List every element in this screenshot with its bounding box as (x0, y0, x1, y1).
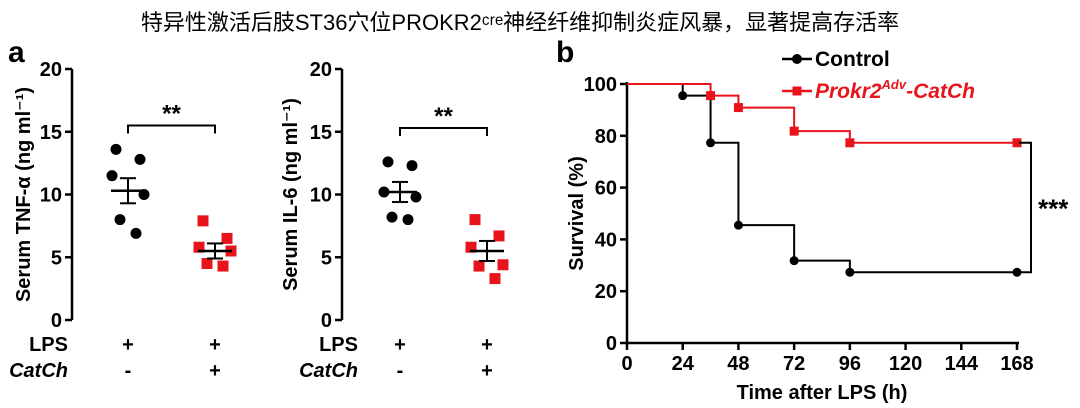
y-axis-label: Survival (%) (566, 156, 588, 270)
data-point-treated (489, 273, 501, 285)
y-tick-label: 10 (310, 185, 332, 207)
data-point-treated (469, 214, 481, 226)
treated-data-point (733, 103, 743, 113)
data-point-treated (473, 260, 485, 272)
y-tick-label: 20 (595, 281, 617, 303)
x-axis-label: Time after LPS (h) (737, 382, 908, 404)
panel-letter-b: b (556, 36, 574, 69)
condition-sign: - (397, 360, 404, 382)
y-tick-label: 20 (310, 59, 332, 81)
data-point-control (110, 143, 122, 155)
survival-curve-panel: b 0 20 40 60 80 100 0 24 48 72 96 120 144 168 Time aft… (556, 36, 1069, 404)
data-point-treated (193, 241, 205, 253)
control-data-point (845, 267, 855, 277)
x-tick-label: 24 (672, 353, 695, 375)
y-axis-label: Serum IL-6 (ng ml⁻¹) (280, 98, 302, 291)
treated-survival-line (627, 83, 1017, 144)
data-point-treated (497, 259, 509, 271)
data-point-treated (493, 230, 505, 242)
y-tick-label: 0 (321, 310, 332, 332)
panel-letter-a: a (8, 36, 25, 69)
control-survival-line (627, 83, 1017, 274)
y-tick-label: 5 (51, 247, 62, 269)
condition-sign: + (122, 334, 134, 356)
data-point-treated (221, 232, 233, 244)
y-tick-label: 40 (595, 229, 617, 251)
condition-sign: - (125, 360, 132, 382)
data-point-treated (465, 241, 477, 253)
data-point-control (134, 153, 146, 165)
data-point-treated (217, 260, 229, 272)
y-tick-label: 15 (310, 122, 332, 144)
data-point-control (106, 170, 118, 182)
control-data-point (1012, 267, 1022, 277)
legend-treated-marker (792, 86, 802, 96)
condition-sign: + (481, 334, 493, 356)
control-data-point (733, 220, 743, 230)
x-tick-label: 120 (889, 353, 922, 375)
y-tick-label: 5 (321, 247, 332, 269)
data-point-control (382, 156, 394, 168)
significance-bracket (1019, 141, 1032, 274)
significance-label: ** (162, 100, 181, 127)
data-point-treated (197, 215, 209, 227)
y-tick-label: 60 (595, 178, 617, 200)
il6-scatter-panel: 0 5 10 15 20 Serum IL-6 (ng ml⁻¹) + - + + LPS CatCh… (280, 59, 509, 382)
treated-data-point (789, 126, 799, 136)
row-label-catch: CatCh (299, 360, 358, 382)
data-point-control (114, 214, 126, 226)
x-tick-label: 168 (1000, 353, 1033, 375)
significance-label: ** (434, 103, 453, 130)
y-axis-label: Serum TNF-α (ng ml⁻¹) (13, 87, 35, 302)
significance-bracket (399, 126, 488, 136)
significance-label: *** (1038, 194, 1069, 224)
legend-treated-label: Prokr2Adv-CatCh (815, 77, 975, 103)
data-point-control (410, 191, 422, 203)
legend-control-label: Control (815, 48, 890, 71)
data-point-control (386, 211, 398, 223)
x-tick-label: 96 (839, 353, 861, 375)
y-tick-label: 20 (40, 59, 62, 81)
y-tick-label: 0 (606, 333, 617, 355)
condition-sign: + (394, 334, 406, 356)
y-tick-label: 100 (584, 74, 617, 96)
treated-data-point (845, 138, 855, 148)
data-point-control (130, 227, 142, 239)
control-data-point (678, 91, 688, 101)
condition-sign: + (209, 334, 221, 356)
control-data-point (706, 138, 716, 148)
treated-data-point (706, 91, 716, 101)
x-tick-label: 48 (727, 353, 749, 375)
x-tick-label: 72 (783, 353, 805, 375)
legend-control-marker (792, 54, 802, 64)
row-label-catch: CatCh (9, 360, 68, 382)
data-point-control (406, 160, 418, 172)
y-tick-label: 10 (40, 185, 62, 207)
x-tick-label: 0 (621, 353, 632, 375)
data-point-control (402, 214, 414, 226)
condition-sign: + (209, 360, 221, 382)
significance-bracket (127, 124, 216, 134)
control-data-point (789, 256, 799, 266)
treated-data-point (1012, 138, 1022, 148)
y-tick-label: 80 (595, 126, 617, 148)
y-tick-label: 0 (51, 310, 62, 332)
figure-title: 特异性激活后肢ST36穴位PROKR2ᶜʳᵉ神经纤维抑制炎症风暴，显著提高存活率 (141, 10, 899, 35)
x-tick-label: 144 (945, 353, 979, 375)
y-tick-label: 15 (40, 122, 62, 144)
data-point-treated (201, 258, 213, 270)
condition-sign: + (481, 360, 493, 382)
row-label-lps: LPS (319, 334, 358, 356)
row-label-lps: LPS (29, 334, 68, 356)
